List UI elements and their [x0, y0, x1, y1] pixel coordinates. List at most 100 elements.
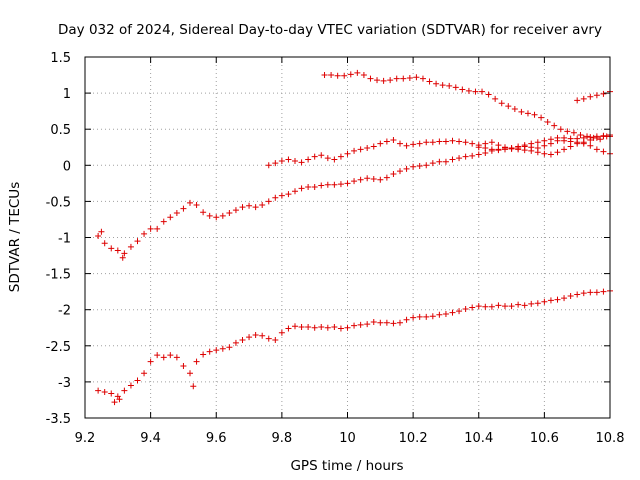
- data-point: [259, 332, 266, 339]
- data-point: [180, 205, 187, 212]
- data-point: [108, 245, 115, 252]
- data-point: [285, 156, 292, 163]
- data-point: [593, 289, 600, 296]
- data-point: [416, 313, 423, 320]
- data-point: [383, 174, 390, 181]
- data-point: [429, 313, 436, 320]
- x-tick-label: 10: [339, 431, 356, 446]
- y-tick-label: -0.5: [46, 195, 71, 210]
- data-point: [101, 240, 108, 247]
- data-point: [351, 147, 358, 154]
- data-point: [485, 91, 492, 98]
- data-point: [364, 144, 371, 151]
- data-point: [101, 389, 108, 396]
- data-point: [305, 156, 312, 163]
- data-point: [147, 225, 154, 232]
- data-point: [344, 150, 351, 157]
- data-point: [370, 318, 377, 325]
- data-point: [419, 75, 426, 82]
- data-point: [475, 144, 482, 151]
- data-point: [423, 313, 430, 320]
- data-point: [511, 105, 518, 112]
- data-point: [482, 303, 489, 310]
- data-point: [574, 291, 581, 298]
- data-point: [590, 134, 597, 141]
- data-point: [321, 72, 328, 79]
- data-point: [462, 305, 469, 312]
- data-point: [580, 95, 587, 102]
- data-point: [173, 354, 180, 361]
- data-point: [456, 138, 463, 145]
- data-point: [134, 238, 141, 245]
- data-point: [328, 72, 335, 79]
- data-point: [416, 163, 423, 170]
- data-point: [397, 168, 403, 175]
- data-point: [534, 300, 541, 307]
- data-point: [318, 324, 325, 331]
- data-point: [449, 156, 456, 163]
- data-point: [567, 292, 574, 299]
- data-point: [406, 74, 413, 81]
- data-point: [127, 382, 134, 389]
- data-point: [515, 301, 522, 308]
- series-1: [95, 133, 613, 257]
- y-tick-label: -2.5: [46, 340, 71, 355]
- data-point: [449, 137, 456, 144]
- data-point: [305, 183, 312, 190]
- data-point: [442, 311, 449, 318]
- data-point: [232, 339, 239, 346]
- data-point: [357, 176, 364, 183]
- data-marks-layer: [95, 69, 613, 406]
- data-point: [357, 146, 364, 153]
- x-tick-label: 9.6: [206, 431, 227, 446]
- data-point: [410, 314, 417, 321]
- data-point: [397, 319, 403, 326]
- data-point: [259, 202, 266, 209]
- data-point: [469, 152, 476, 159]
- data-point: [426, 78, 433, 85]
- data-point: [429, 139, 436, 146]
- data-point: [278, 157, 285, 164]
- data-point: [403, 142, 410, 149]
- data-point: [557, 126, 564, 133]
- data-point: [436, 158, 443, 165]
- data-point: [472, 88, 479, 95]
- data-point: [337, 181, 344, 188]
- data-point: [160, 354, 167, 361]
- data-point: [265, 198, 272, 205]
- data-point: [390, 137, 397, 144]
- data-point: [502, 146, 508, 153]
- x-tick-label: 9.4: [140, 431, 161, 446]
- data-point: [495, 302, 502, 309]
- data-point: [502, 303, 508, 310]
- data-point: [587, 93, 594, 100]
- data-point: [410, 141, 417, 148]
- data-point: [272, 194, 279, 201]
- data-point: [442, 138, 449, 145]
- data-point: [364, 175, 371, 182]
- data-point: [200, 351, 207, 358]
- series-4: [321, 69, 610, 143]
- data-point: [390, 170, 397, 177]
- data-point: [324, 324, 331, 331]
- data-point: [344, 324, 351, 331]
- data-point: [141, 370, 148, 377]
- y-tick-label: -2: [58, 304, 71, 319]
- data-point: [554, 134, 561, 141]
- data-point: [116, 396, 123, 403]
- data-point: [357, 321, 364, 328]
- data-point: [429, 160, 436, 167]
- data-point: [469, 140, 476, 147]
- data-point: [600, 148, 607, 155]
- data-point: [347, 71, 354, 78]
- data-point: [541, 298, 548, 305]
- data-point: [518, 108, 525, 115]
- data-point: [127, 243, 134, 250]
- data-point: [292, 323, 298, 330]
- x-tick-label: 9.2: [75, 431, 96, 446]
- data-point: [603, 133, 610, 140]
- data-point: [446, 82, 453, 89]
- data-point: [383, 138, 390, 145]
- data-point: [488, 139, 495, 146]
- data-point: [337, 325, 344, 332]
